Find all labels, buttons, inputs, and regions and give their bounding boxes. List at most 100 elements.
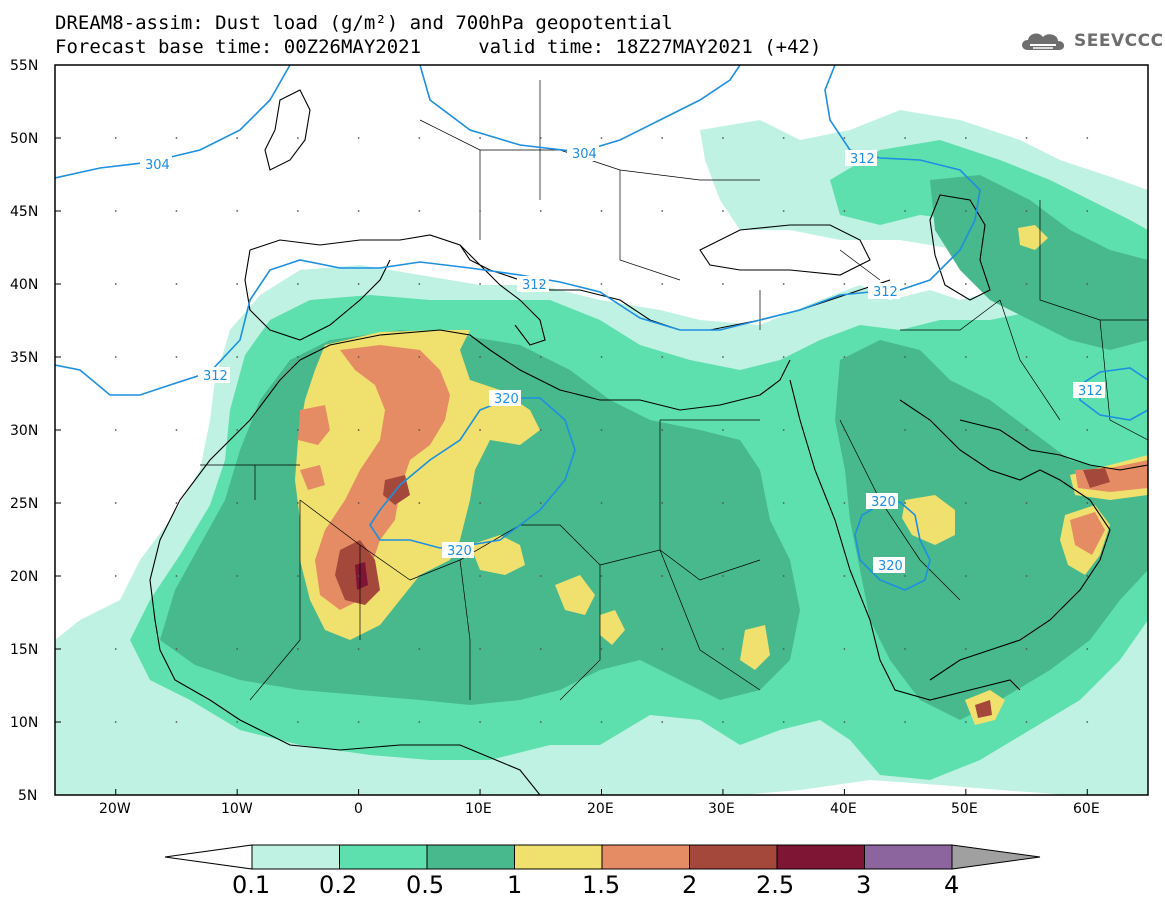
coastline-north-africa <box>299 329 791 411</box>
cloud-icon <box>1022 33 1065 50</box>
grid-dot <box>600 210 603 212</box>
grid-dot <box>479 283 481 285</box>
grid-dot <box>843 721 846 723</box>
coastline-caspian <box>929 194 991 301</box>
grid-dot <box>296 648 299 650</box>
contour-label-312-e: 312 <box>1073 382 1105 399</box>
grid-dot <box>600 283 603 285</box>
dust-layer-1-0-arabia <box>902 495 955 545</box>
grid-dot <box>964 283 967 285</box>
colorbar-box <box>426 844 515 870</box>
lon-label-30e: 30E <box>708 801 735 817</box>
dust-layer-1-5 <box>315 345 450 610</box>
lat-label-40n: 40N <box>10 277 38 293</box>
axis-ticks <box>55 64 1088 796</box>
grid-dot <box>661 356 664 358</box>
grid-dot <box>722 502 724 504</box>
coastline-gulf-coast <box>959 419 1148 471</box>
coastline-black-sea <box>699 224 871 276</box>
dust-layer-2-0-d <box>975 700 992 718</box>
contour-label-312-d: 312 <box>198 367 230 384</box>
contour-label-312-b: 312 <box>517 276 549 293</box>
grid-dot <box>1025 210 1028 212</box>
grid-dot <box>1025 721 1028 723</box>
contour-320-sahara <box>369 397 576 549</box>
grid-dot <box>843 502 846 504</box>
grid-dot <box>479 429 481 431</box>
contour-304-west <box>55 65 291 179</box>
grid-dot <box>782 137 785 139</box>
grid-dot <box>539 137 542 139</box>
grid-dot <box>539 575 542 577</box>
colorbar: 0.1 0.2 0.5 1 1.5 2 2.5 3 4 <box>164 844 1041 899</box>
colorbar-box <box>514 844 603 870</box>
grid-dot <box>600 356 603 358</box>
lat-label-30n: 30N <box>10 423 38 439</box>
grid-dot <box>782 502 785 504</box>
svg-text:312: 312 <box>203 369 228 384</box>
grid-dot <box>782 648 785 650</box>
contour-label-320-a: 320 <box>489 390 521 407</box>
grid-dot <box>539 648 542 650</box>
lat-label-10n: 10N <box>10 715 38 731</box>
grid-dot <box>722 283 724 285</box>
grid-dot <box>661 575 664 577</box>
dust-layer-1-0-blob-d <box>740 625 770 670</box>
grid-dot <box>722 721 724 723</box>
grid-dot <box>661 210 664 212</box>
grid-dots <box>114 137 1089 723</box>
grid-dot <box>114 356 117 358</box>
grid-dot <box>479 210 481 212</box>
grid-dot <box>1086 210 1089 212</box>
colorbar-label-3: 3 <box>856 871 871 899</box>
grid-dot <box>114 283 117 285</box>
contour-label-320-b: 320 <box>442 542 474 559</box>
grid-dot <box>1025 575 1028 577</box>
colorbar-label-0-1: 0.1 <box>232 871 270 899</box>
map-subtitle: Forecast base time: 00Z26MAY2021 valid t… <box>55 36 822 58</box>
grid-dot <box>296 575 299 577</box>
grid-dot <box>782 283 785 285</box>
grid-dot <box>357 356 360 358</box>
lon-label-20w: 20W <box>99 801 131 817</box>
grid-dot <box>904 283 907 285</box>
lat-label-50n: 50N <box>10 131 38 147</box>
lat-label-25n: 25N <box>10 496 38 512</box>
grid-dot <box>418 137 421 139</box>
colorbar-label-0-2: 0.2 <box>319 871 357 899</box>
lat-label-20n: 20N <box>10 569 38 585</box>
contour-312-main <box>55 65 981 396</box>
grid-dot <box>236 356 239 358</box>
grid-dot <box>357 648 360 650</box>
grid-dot <box>1025 648 1028 650</box>
dust-layer-2-5 <box>355 562 368 590</box>
lon-label-40e: 40E <box>830 801 857 817</box>
colorbar-label-2: 2 <box>682 871 697 899</box>
grid-dot <box>357 502 360 504</box>
grid-dot <box>661 283 664 285</box>
grid-dot <box>964 210 967 212</box>
grid-dot <box>843 648 846 650</box>
grid-dot <box>236 575 239 577</box>
grid-dot <box>114 648 117 650</box>
grid-dot <box>236 429 239 431</box>
grid-dot <box>479 502 481 504</box>
grid-dot <box>175 721 178 723</box>
grid-dot <box>1025 283 1028 285</box>
grid-dot <box>175 210 178 212</box>
contour-312-iran <box>1079 367 1148 421</box>
grid-dot <box>782 356 785 358</box>
grid-dot <box>357 283 360 285</box>
grid-dot <box>114 137 117 139</box>
grid-dot <box>357 429 360 431</box>
grid-dot <box>1086 502 1089 504</box>
grid-dot <box>843 210 846 212</box>
grid-dot <box>964 721 967 723</box>
country-borders <box>200 80 1148 701</box>
grid-dot <box>539 356 542 358</box>
grid-dot <box>722 210 724 212</box>
grid-dot <box>418 283 421 285</box>
grid-dot <box>843 575 846 577</box>
grid-dot <box>600 429 603 431</box>
